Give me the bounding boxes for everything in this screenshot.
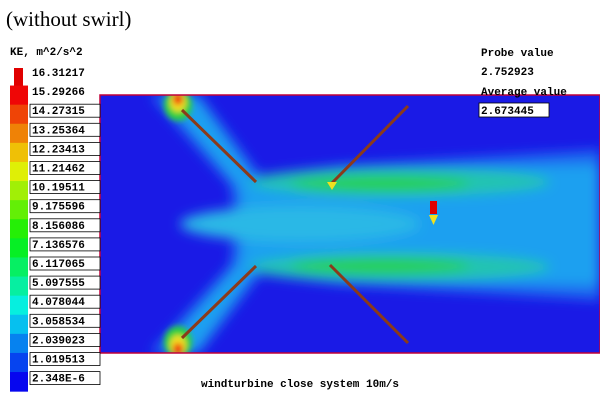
- legend-label-box: [29, 294, 101, 309]
- colorbar-segment: [10, 333, 28, 354]
- colorbar-segment: [10, 238, 28, 258]
- legend-label: 11.21462: [32, 164, 85, 176]
- legend-label-box: [29, 352, 101, 366]
- average-label: Average value: [481, 87, 567, 99]
- average-value: 2.673445: [481, 106, 534, 118]
- legend-label-box: [29, 161, 101, 175]
- average-box: [478, 102, 550, 118]
- legend-label-box: [29, 180, 101, 195]
- colorbar-segment: [10, 104, 28, 125]
- legend-label-box: [29, 218, 101, 233]
- legend-label: 2.348E-6: [32, 374, 85, 386]
- colorbar-segment: [10, 295, 28, 316]
- colorbar-segment: [10, 161, 28, 182]
- colorbar-segment: [10, 257, 28, 278]
- legend-label-box: [29, 275, 101, 290]
- legend-label-box: [29, 313, 101, 328]
- probe-label: Probe value: [481, 48, 554, 60]
- legend-label: 13.25364: [32, 125, 85, 137]
- legend-label: 1.019513: [32, 355, 85, 367]
- legend-label: 15.29266: [32, 87, 85, 99]
- legend-label-box: [29, 103, 101, 118]
- legend-label-box: [29, 332, 101, 347]
- legend-label: 10.19511: [32, 183, 85, 195]
- legend-label: 7.136576: [32, 240, 85, 252]
- legend-label-box: [29, 141, 101, 156]
- legend-label: 5.097555: [32, 278, 85, 290]
- legend-title: KE, m^2/s^2: [10, 47, 83, 59]
- probe-value: 2.752923: [481, 67, 534, 79]
- legend-label: 9.175596: [32, 202, 85, 214]
- probe-marker: [429, 201, 438, 225]
- colorbar-segment: [10, 372, 28, 392]
- colorbar-top: [14, 68, 23, 88]
- legend-label-box: [29, 122, 101, 137]
- title: (without swirl): [6, 7, 131, 31]
- colorbar-segment: [10, 181, 28, 201]
- contour-field: [100, 95, 600, 353]
- legend-label: 14.27315: [32, 106, 85, 118]
- blades: [180, 104, 410, 345]
- colorbar-segment: [10, 219, 28, 239]
- colorbar-segment: [10, 85, 28, 106]
- legend-label: 6.117065: [32, 259, 85, 271]
- colorbar-segment: [10, 123, 28, 144]
- legend-label: 8.156086: [32, 221, 85, 233]
- legend: 16.31217 15.29266 14.27315 13.25364 12.23413…: [10, 68, 101, 392]
- colorbar-segment: [10, 142, 28, 163]
- colorbar-segment: [10, 276, 28, 297]
- legend-label-box: [29, 237, 101, 252]
- legend-label: 2.039023: [32, 335, 85, 347]
- legend-label: 12.23413: [32, 144, 85, 156]
- colorbar-segment: [10, 200, 28, 220]
- legend-label-box: [29, 256, 101, 271]
- legend-label-box: [29, 199, 101, 214]
- legend-label: 16.31217: [32, 68, 85, 80]
- colorbar-segment: [10, 352, 28, 373]
- legend-label: 4.078044: [32, 297, 85, 309]
- caption: windturbine close system 10m/s: [201, 379, 399, 391]
- legend-label-box: [29, 371, 101, 386]
- legend-label: 3.058534: [32, 316, 85, 328]
- colorbar-segment: [10, 314, 28, 335]
